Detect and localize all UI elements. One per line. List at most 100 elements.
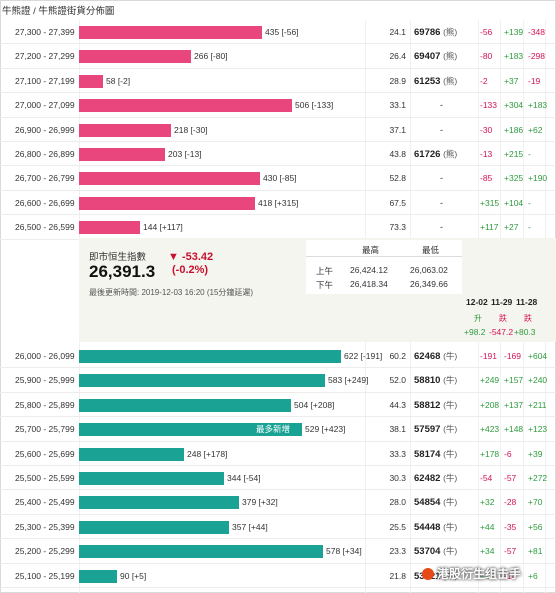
- bear-bar[interactable]: [79, 447, 184, 461]
- warrant-code-link[interactable]: 58174 (牛): [414, 442, 478, 466]
- change-value: +117: [480, 222, 499, 233]
- warrant-code-link[interactable]: 62482 (牛): [414, 466, 478, 490]
- distance-pct: 67.5: [389, 197, 406, 208]
- pm-low: 26,349.66: [410, 279, 448, 289]
- warrant-code[interactable]: 54854: [414, 497, 444, 509]
- warrant-type-tag: (熊): [443, 149, 458, 159]
- change-value: -298: [528, 51, 546, 62]
- strike-range: 25,000 - 25,099: [15, 588, 75, 593]
- warrant-code-link[interactable]: 61726 (熊): [414, 142, 478, 166]
- bear-bar[interactable]: [79, 374, 325, 388]
- row-divider: [0, 67, 556, 69]
- warrant-code[interactable]: 69786: [414, 27, 444, 38]
- strike-range: 25,300 - 25,399: [15, 521, 75, 532]
- warrant-code-link[interactable]: 54854 (牛): [414, 490, 478, 514]
- bull-row: 26,700 - 26,799 430 [-85] 52.8 - -85 +325 +190: [0, 166, 556, 190]
- index-change-pct: (-0.2%): [172, 264, 209, 276]
- bear-row: 25,800 - 25,899 504 [+208] 44.3 58812 (牛) +2…: [0, 393, 556, 417]
- am-high: 26,424.12: [350, 265, 388, 275]
- distance-pct: 30.3: [389, 473, 406, 483]
- bull-bar[interactable]: [79, 172, 260, 186]
- strike-range: 26,700 - 26,799: [15, 173, 75, 184]
- change-value: +37: [504, 75, 519, 86]
- distance-pct: 38.1: [389, 424, 406, 435]
- warrant-code-link[interactable]: 57597 (牛): [414, 417, 478, 441]
- warrant-code-link[interactable]: 54448 (牛): [414, 515, 478, 539]
- row-divider: [0, 513, 556, 515]
- bull-bar[interactable]: [79, 26, 262, 39]
- change-value: -54: [480, 473, 493, 483]
- bar-value-label: 622 [-191]: [344, 351, 383, 361]
- change-value: +157: [504, 375, 524, 386]
- warrant-code[interactable]: 58812: [414, 399, 444, 411]
- row-divider: [0, 43, 556, 45]
- bar-value-label: 248 [+178]: [187, 448, 228, 459]
- change-value: +183: [528, 100, 548, 111]
- bear-bar[interactable]: [79, 350, 341, 363]
- change-value: +137: [504, 399, 524, 410]
- warrant-code[interactable]: 58810: [414, 375, 444, 387]
- distance-pct: 60.2: [389, 351, 406, 361]
- warrant-code[interactable]: 61726: [414, 149, 444, 160]
- change-value: +6: [528, 570, 538, 581]
- bear-bar[interactable]: [79, 545, 323, 559]
- bar-value-label: 203 [-13]: [168, 149, 202, 159]
- strike-range: 25,200 - 25,299: [15, 546, 75, 557]
- bull-bar[interactable]: [79, 221, 140, 235]
- warrant-code-link[interactable]: 58810 (牛): [414, 368, 478, 392]
- bear-row: 25,400 - 25,499 379 [+32] 28.0 54854 (牛) +32…: [0, 490, 556, 514]
- distance-pct: 37.1: [389, 124, 406, 135]
- bear-bar[interactable]: [79, 520, 229, 534]
- bull-bar[interactable]: [79, 196, 255, 210]
- warrant-code[interactable]: 54448: [414, 521, 444, 533]
- bar-value-label: 583 [+249]: [328, 375, 369, 386]
- row-divider: [0, 165, 556, 167]
- warrant-code-link[interactable]: 69786 (熊): [414, 20, 478, 44]
- history-value: +80.3: [514, 327, 536, 337]
- warrant-code[interactable]: 58174: [414, 448, 444, 460]
- history-date: 12-02: [466, 297, 488, 307]
- warrant-code-link[interactable]: 53889 (牛): [414, 588, 478, 593]
- warrant-code[interactable]: 61253: [414, 75, 444, 87]
- bear-bar[interactable]: [79, 496, 239, 510]
- bull-bar[interactable]: [79, 123, 171, 137]
- high-header: 最高: [362, 245, 380, 255]
- bull-bar[interactable]: [79, 50, 191, 64]
- bear-bar[interactable]: [79, 569, 117, 583]
- bar-value-label: 418 [+315]: [258, 197, 299, 208]
- wechat-icon: [422, 568, 434, 580]
- warrant-code[interactable]: 53704: [414, 546, 444, 558]
- warrant-code-link[interactable]: 61253 (熊): [414, 69, 478, 93]
- index-title: 即市恒生指數: [89, 252, 147, 263]
- bear-row: 25,500 - 25,599 344 [-54] 30.3 62482 (牛) -54…: [0, 466, 556, 490]
- distance-pct: 28.0: [389, 497, 406, 508]
- change-value: +315: [480, 197, 500, 208]
- bear-bar[interactable]: [79, 398, 291, 412]
- bear-bar[interactable]: [79, 423, 302, 437]
- warrant-code-link[interactable]: 53704 (牛): [414, 539, 478, 563]
- change-value: -56: [480, 27, 493, 37]
- warrant-code[interactable]: 69407: [414, 51, 444, 63]
- warrant-code-link[interactable]: 62468 (牛): [414, 344, 478, 368]
- change-value: +186: [504, 124, 524, 135]
- row-divider: [0, 141, 556, 142]
- distance-pct: 25.5: [389, 521, 406, 532]
- warrant-code[interactable]: 57597: [414, 424, 444, 436]
- strike-range: 25,500 - 25,599: [15, 473, 75, 483]
- change-value: +148: [504, 424, 524, 435]
- change-value: +123: [528, 424, 548, 435]
- index-value: 26,391.3: [89, 262, 156, 281]
- bull-bar[interactable]: [79, 74, 103, 88]
- bar-value-label: 435 [-56]: [265, 27, 299, 37]
- warrant-type-tag: (牛): [443, 497, 458, 508]
- warrant-code-link[interactable]: 58812 (牛): [414, 393, 478, 417]
- history-value: -547.2: [489, 327, 514, 337]
- warrant-code[interactable]: 62468: [414, 351, 444, 362]
- bull-bar[interactable]: [79, 148, 165, 161]
- bear-row: 25,600 - 25,699 248 [+178] 33.3 58174 (牛) +1…: [0, 442, 556, 466]
- warrant-code-link[interactable]: 69407 (熊): [414, 44, 478, 68]
- bear-bar[interactable]: [79, 472, 224, 485]
- warrant-code[interactable]: 62482: [414, 473, 444, 484]
- bull-bar[interactable]: [79, 99, 292, 113]
- distance-pct: 52.0: [389, 375, 406, 386]
